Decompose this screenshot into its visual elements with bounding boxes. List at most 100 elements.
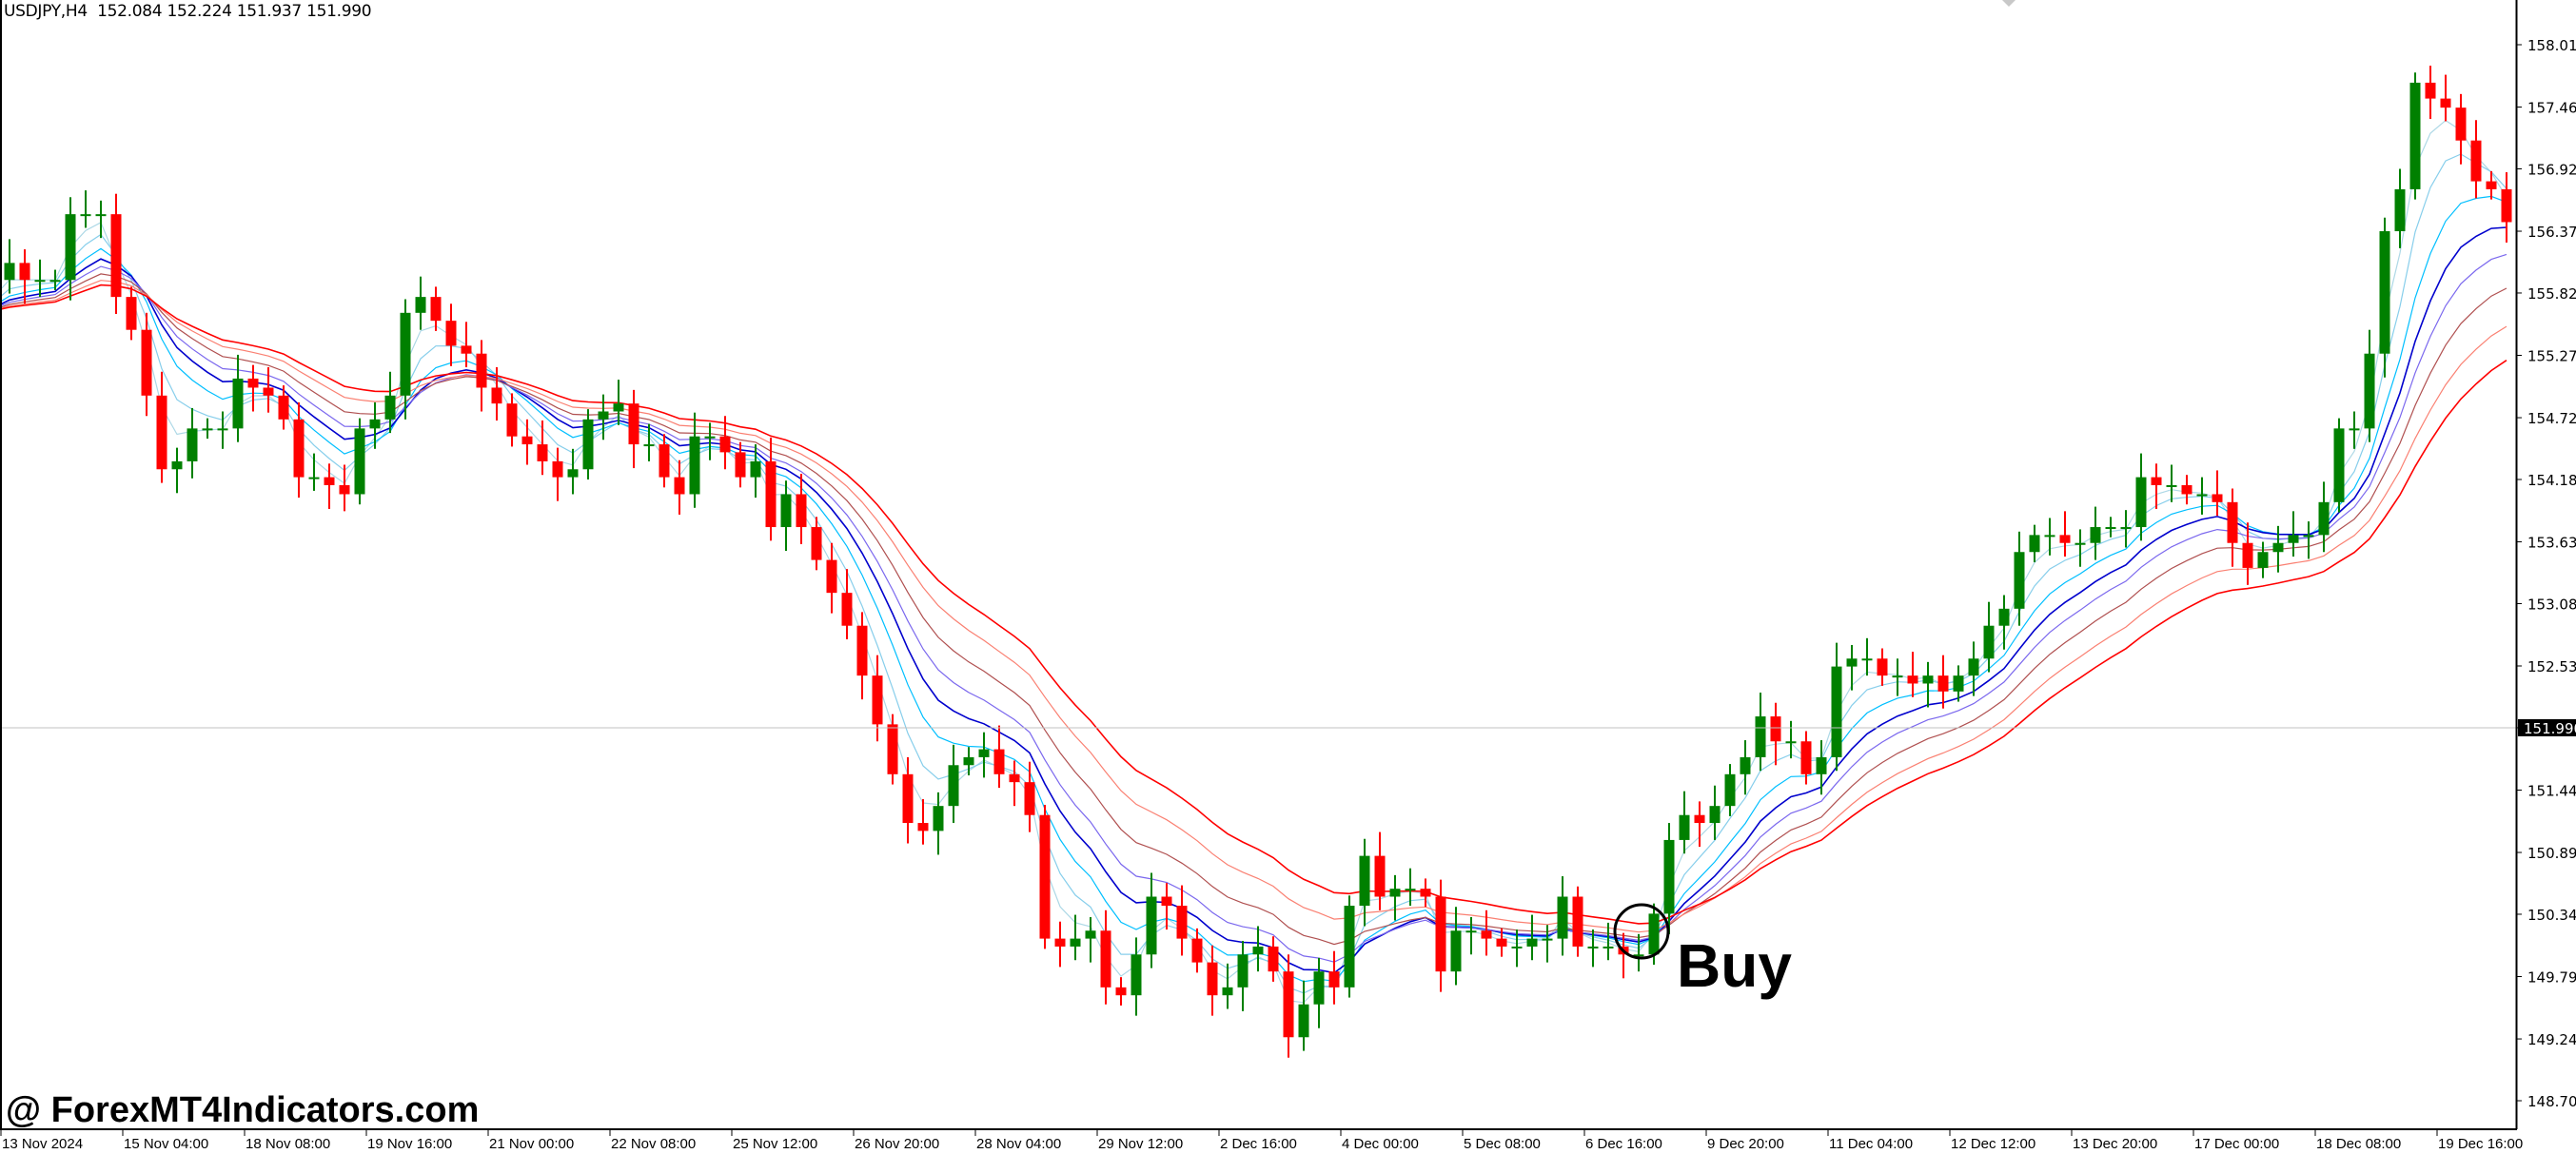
bullish-candle [2409, 82, 2421, 189]
bullish-candle [582, 419, 594, 470]
bullish-candle [613, 403, 624, 412]
bullish-candle [1237, 954, 1249, 988]
bullish-candle [2014, 552, 2025, 609]
price-tick-label: 148.700 [2527, 1093, 2576, 1110]
bearish-candle [1937, 675, 1949, 692]
bullish-candle [1831, 666, 1842, 757]
bullish-candle [2075, 542, 2086, 545]
bearish-candle [1800, 741, 1812, 774]
bearish-candle [1039, 814, 1051, 939]
bearish-candle [1770, 716, 1781, 742]
bullish-candle [2288, 535, 2299, 543]
bearish-candle [141, 329, 152, 396]
bullish-candle [1679, 814, 1690, 840]
time-axis: 13 Nov 2024 15 Nov 04:00 18 Nov 08:00 19 No… [0, 1129, 2523, 1152]
bullish-candle [415, 297, 426, 313]
time-tick-label: 28 Nov 04:00 [976, 1136, 1061, 1152]
bearish-candle [856, 625, 868, 676]
bearish-candle [19, 263, 30, 281]
bearish-candle [2425, 82, 2436, 99]
bearish-candle [1009, 773, 1020, 783]
bearish-candle [811, 527, 822, 560]
bearish-candle [841, 593, 853, 626]
bearish-candle [537, 444, 548, 461]
time-tick-label: 2 Dec 16:00 [1220, 1136, 1297, 1152]
price-tick-label: 157.465 [2527, 100, 2576, 117]
bullish-candle [2029, 535, 2040, 553]
bearish-candle [2059, 535, 2071, 543]
bearish-candle [2227, 501, 2238, 543]
bearish-candle [461, 345, 472, 354]
bullish-candle [80, 214, 91, 217]
bullish-candle [1344, 906, 1355, 988]
bullish-candle [689, 436, 700, 495]
chart-header: USDJPY,H4 152.084 152.224 151.937 151.99… [4, 2, 372, 21]
bullish-candle [1633, 954, 1644, 957]
price-tick-label: 150.345 [2527, 907, 2576, 924]
symbol-timeframe: USDJPY,H4 [4, 2, 88, 21]
bearish-candle [1207, 962, 1218, 996]
bearish-candle [2470, 140, 2482, 182]
price-tick-label: 155.275 [2527, 348, 2576, 365]
bullish-candle [1648, 913, 1660, 955]
bullish-candle [1298, 1004, 1309, 1038]
bullish-candle [933, 806, 944, 831]
bearish-candle [2212, 494, 2223, 502]
bearish-candle [293, 419, 305, 478]
bullish-candle [384, 395, 396, 420]
bearish-candle [1481, 930, 1492, 939]
bearish-candle [1283, 971, 1294, 1038]
bullish-candle [948, 765, 959, 807]
bullish-candle [1998, 608, 2010, 626]
bullish-candle [1663, 839, 1675, 914]
price-tick-label: 149.795 [2527, 969, 2576, 987]
time-tick-label: 5 Dec 08:00 [1464, 1136, 1541, 1152]
bearish-candle [278, 395, 289, 420]
time-tick-label: 11 Dec 04:00 [1829, 1136, 1913, 1152]
bullish-candle [643, 444, 655, 447]
bearish-candle [521, 436, 533, 445]
current-price-label: 151.990 [2524, 720, 2576, 737]
bullish-candle [2349, 428, 2360, 431]
moving-average-line [0, 253, 2507, 963]
bullish-candle [171, 460, 183, 470]
bullish-candle [1861, 658, 1873, 661]
bearish-candle [765, 460, 777, 528]
bullish-candle [2364, 353, 2375, 429]
time-tick-label: 4 Dec 00:00 [1342, 1136, 1419, 1152]
bearish-candle [1268, 946, 1279, 972]
bearish-candle [491, 387, 502, 404]
bearish-candle [1877, 658, 1888, 676]
bullish-candle [1983, 625, 1995, 659]
bullish-candle [232, 378, 244, 429]
bullish-candle [1587, 946, 1599, 949]
time-tick-label: 13 Dec 20:00 [2073, 1136, 2157, 1152]
scroll-marker-icon[interactable] [2002, 0, 2016, 7]
bullish-candle [369, 419, 381, 429]
time-tick-label: 19 Dec 16:00 [2438, 1136, 2523, 1152]
bullish-candle [1557, 896, 1568, 939]
bullish-candle [1526, 938, 1538, 947]
bearish-candle [902, 773, 914, 824]
bearish-candle [430, 297, 442, 322]
time-tick-label: 21 Nov 00:00 [489, 1136, 574, 1152]
moving-average-line [0, 153, 2507, 994]
bearish-candle [2486, 181, 2497, 189]
bullish-candle [217, 428, 228, 431]
ohlc-close: 151.990 [306, 2, 372, 21]
moving-average-line [0, 284, 2507, 925]
bullish-candle [65, 214, 76, 281]
bearish-candle [826, 559, 837, 594]
bearish-candle [674, 477, 685, 495]
bearish-candle [1435, 896, 1446, 972]
bearish-candle [887, 724, 898, 774]
bearish-candle [628, 403, 639, 445]
bullish-candle [1740, 756, 1751, 774]
bullish-candle [1511, 946, 1523, 949]
bearish-candle [2440, 98, 2451, 108]
bearish-candle [1328, 971, 1340, 988]
bearish-candle [872, 675, 883, 725]
bullish-candle [750, 460, 761, 478]
bullish-candle [187, 428, 198, 461]
